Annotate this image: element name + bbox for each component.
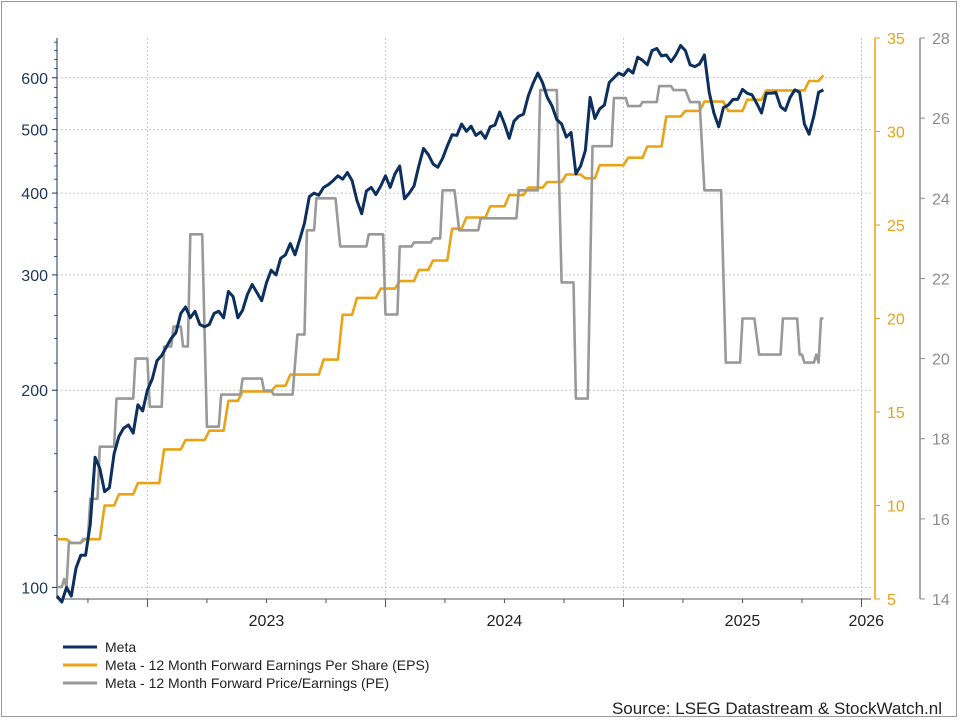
x-tick-label: 2025 (725, 613, 761, 630)
pe-tick-label: 26 (932, 111, 950, 128)
axes-layer: 1002003004005006005101520253035141618202… (21, 31, 950, 630)
eps-tick-label: 35 (887, 31, 905, 48)
series-line-pe (57, 84, 824, 589)
pe-tick-label: 20 (932, 352, 950, 369)
x-tick-label: 2026 (848, 613, 884, 630)
legend-label: Meta - 12 Month Forward Price/Earnings (… (105, 675, 389, 691)
eps-tick-label: 15 (887, 405, 905, 422)
eps-tick-label: 30 (887, 125, 905, 142)
eps-tick-label: 5 (887, 592, 896, 609)
left-tick-label: 100 (21, 580, 48, 597)
x-tick-label: 2024 (487, 613, 523, 630)
pe-tick-label: 18 (932, 432, 950, 449)
series-line-meta (55, 44, 825, 604)
legend-label: Meta (105, 639, 136, 655)
series-line-eps (57, 74, 825, 545)
pe-tick-label: 14 (932, 592, 950, 609)
eps-tick-label: 10 (887, 499, 905, 516)
eps-tick-label: 25 (887, 218, 905, 235)
left-tick-label: 500 (21, 123, 48, 140)
pe-tick-label: 22 (932, 271, 950, 288)
left-tick-label: 300 (21, 268, 48, 285)
pe-tick-label: 16 (932, 512, 950, 529)
source-attribution: Source: LSEG Datastream & StockWatch.nl (612, 699, 942, 718)
eps-tick-label: 20 (887, 312, 905, 329)
left-tick-label: 400 (21, 186, 48, 203)
pe-tick-label: 24 (932, 191, 950, 208)
left-tick-label: 600 (21, 71, 48, 88)
legend: Meta Meta - 12 Month Forward Earnings Per… (63, 639, 429, 691)
x-tick-label: 2023 (249, 613, 285, 630)
legend-label: Meta - 12 Month Forward Earnings Per Sha… (105, 657, 429, 673)
grid-layer (57, 38, 871, 599)
pe-tick-label: 28 (932, 31, 950, 48)
series-layer (55, 44, 825, 604)
left-tick-label: 200 (21, 383, 48, 400)
